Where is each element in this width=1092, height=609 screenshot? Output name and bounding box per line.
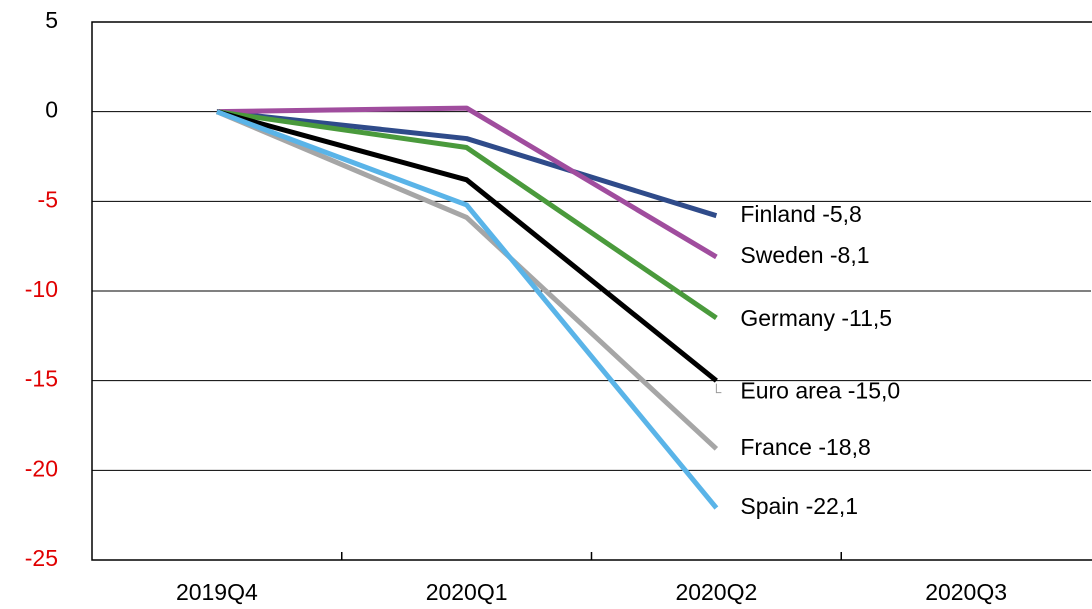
y-tick-label: 0 — [45, 97, 58, 123]
y-tick-label: -25 — [25, 545, 58, 571]
leader-line — [715, 383, 722, 394]
x-tick-label: 2020Q1 — [426, 579, 508, 605]
series-line — [216, 105, 718, 260]
series-line — [215, 109, 719, 451]
y-tick-label: -20 — [25, 455, 58, 481]
data-label: Euro area -15,0 — [740, 378, 900, 404]
y-tick-label: -15 — [25, 366, 58, 392]
data-label: Germany -11,5 — [740, 305, 892, 331]
data-label: France -18,8 — [740, 434, 870, 460]
series-line — [216, 109, 718, 383]
y-tick-label: -5 — [38, 186, 58, 212]
data-label: Finland -5,8 — [740, 201, 861, 227]
x-tick-label: 2020Q3 — [925, 579, 1007, 605]
plot-frame — [91, 21, 1092, 561]
series-line — [216, 109, 718, 219]
data-label: Sweden -8,1 — [740, 242, 869, 268]
y-tick-label: 5 — [45, 7, 58, 33]
y-tick-label: -10 — [25, 276, 58, 302]
data-label: Spain -22,1 — [740, 493, 858, 519]
series-line — [216, 109, 718, 320]
x-tick-label: 2020Q2 — [675, 579, 757, 605]
series-line — [216, 109, 719, 510]
x-tick-label: 2019Q4 — [176, 579, 258, 605]
